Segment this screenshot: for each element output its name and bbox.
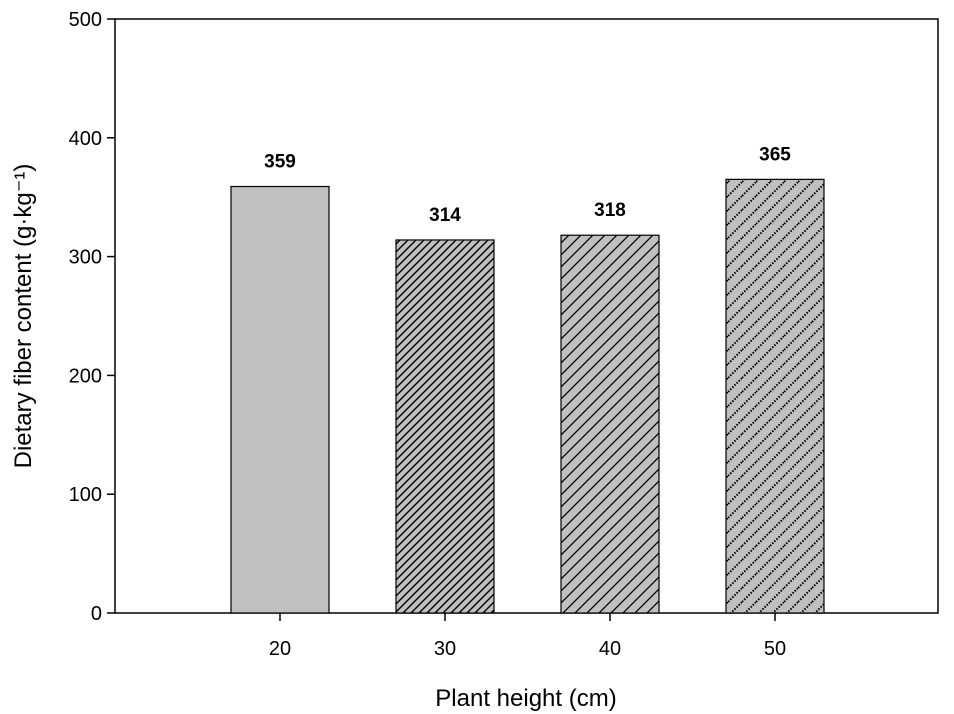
bar-series: 359 314 318 365: [230, 144, 825, 614]
y-tick-label: 400: [69, 128, 102, 150]
y-tick-label: 200: [69, 365, 102, 387]
plot-area: [114, 18, 939, 614]
y-tick-label: 300: [69, 247, 102, 269]
bar: [725, 178, 825, 614]
bar-value-label: 365: [759, 144, 791, 165]
bar-value-label: 314: [429, 205, 461, 226]
x-axis: 20 30 40 50: [269, 613, 786, 660]
bar-value-label: 318: [594, 200, 626, 221]
y-tick-label: 0: [91, 603, 102, 625]
x-tick-label: 50: [764, 638, 786, 660]
y-tick-label: 500: [69, 9, 102, 31]
y-axis-title: Dietary fiber content (g·kg⁻¹): [10, 164, 37, 469]
bar-value-label: 359: [264, 152, 296, 173]
y-tick-label: 100: [69, 484, 102, 506]
x-tick-label: 30: [434, 638, 456, 660]
bar: [560, 234, 660, 614]
x-axis-title: Plant height (cm): [435, 685, 616, 712]
bar: [395, 239, 495, 614]
x-tick-label: 20: [269, 638, 291, 660]
bar: [230, 185, 330, 614]
x-tick-label: 40: [599, 638, 621, 660]
y-axis: 0 100 200 300 400 500: [69, 9, 115, 625]
